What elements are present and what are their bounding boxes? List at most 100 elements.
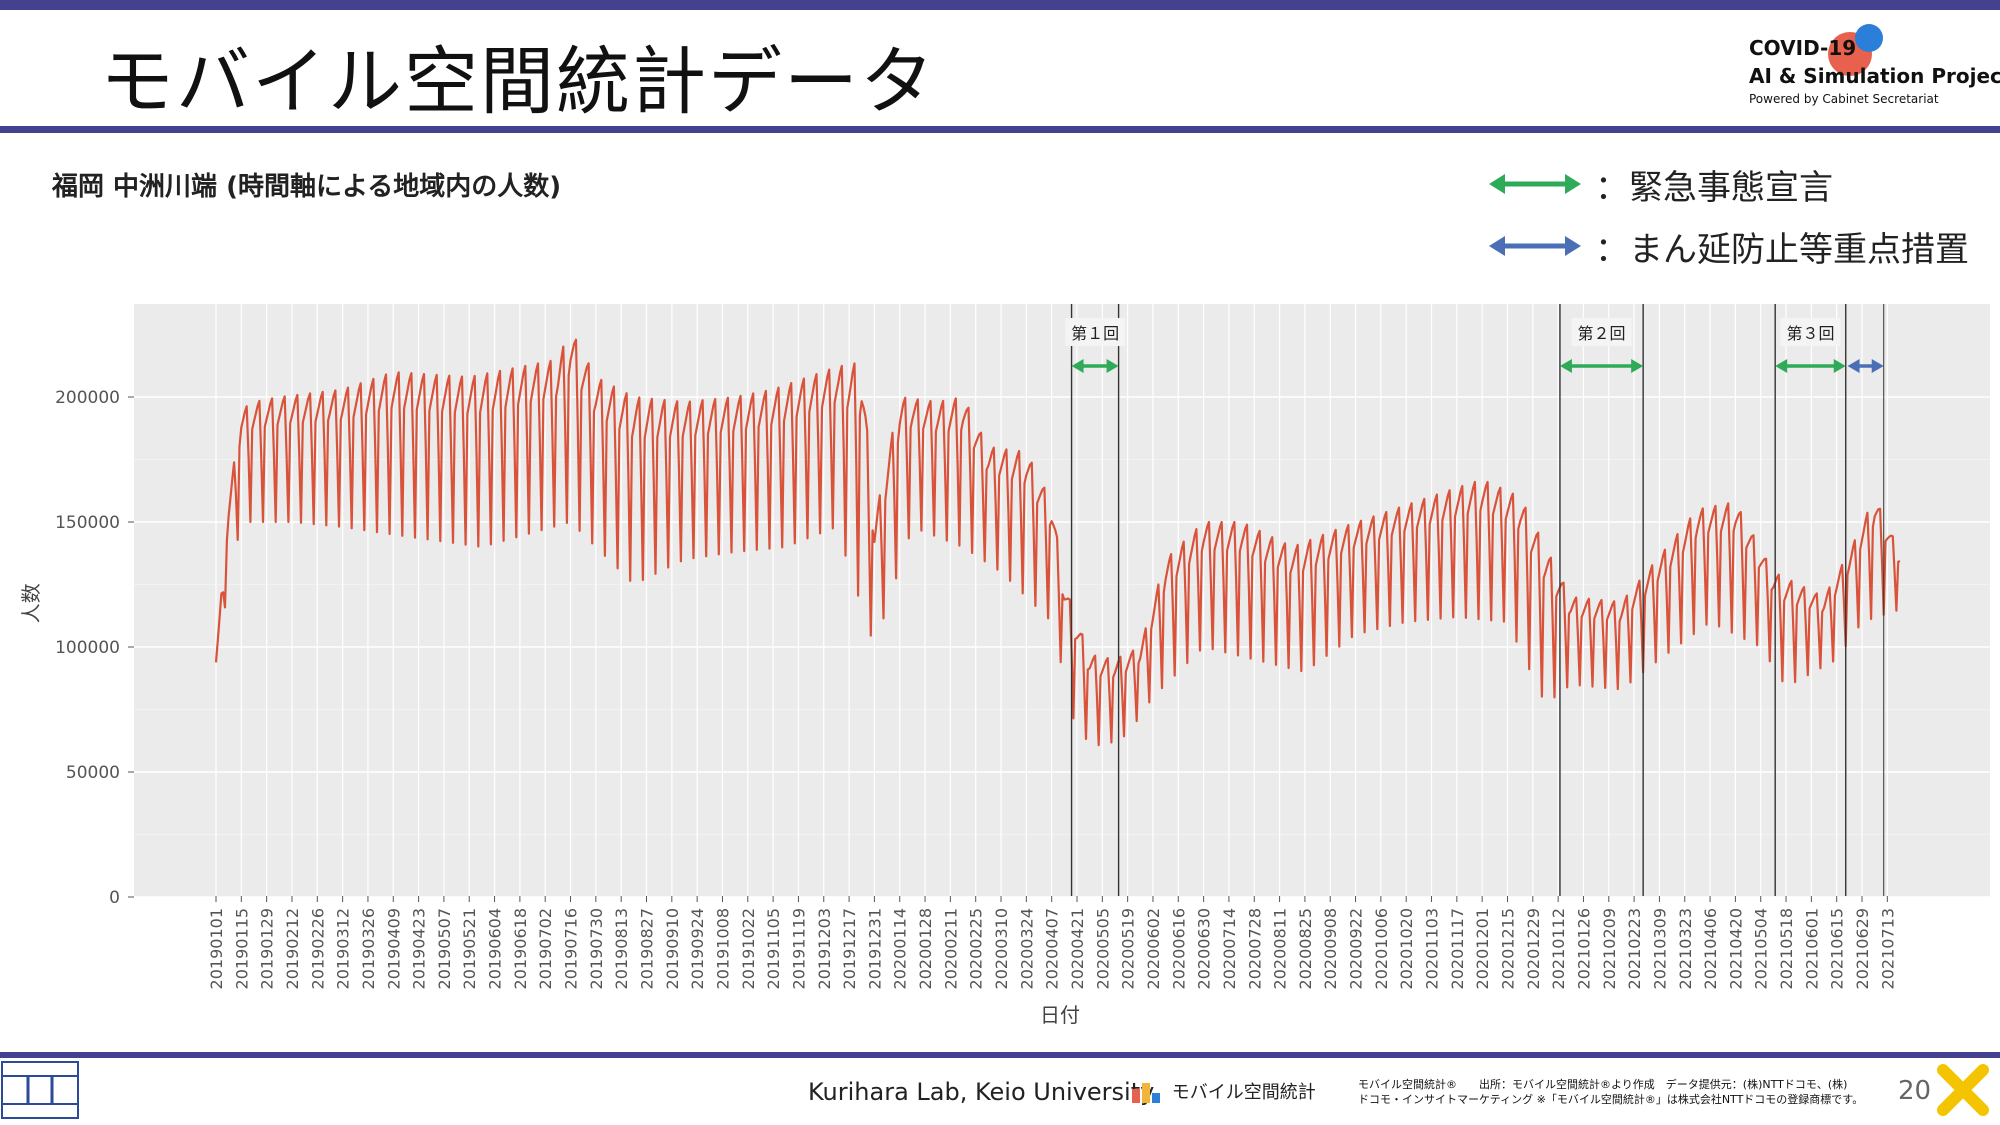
x-tick-label: 20200714 (1220, 908, 1239, 989)
x-tick-label: 20210112 (1549, 908, 1568, 989)
x-tick-label: 20191008 (713, 908, 732, 989)
x-tick-label: 20210406 (1701, 908, 1720, 989)
x-tick-label: 20190702 (536, 908, 555, 989)
mobile-spatial-stats-logo: モバイル空間統計 (1130, 1078, 1316, 1107)
x-tick-label: 20190212 (283, 908, 302, 989)
page-number: 20 (1898, 1076, 1932, 1106)
annotation-arrow-head-left (1559, 359, 1572, 373)
top-accent-bar (0, 0, 2000, 10)
x-tick-label: 20210615 (1828, 908, 1847, 989)
x-tick-label: 20200616 (1169, 908, 1188, 989)
x-tick-label: 20190827 (637, 908, 656, 989)
x-tick-label: 20210323 (1676, 908, 1695, 989)
x-tick-label: 20210504 (1752, 908, 1771, 989)
annotation-label-box (1065, 318, 1126, 346)
x-tick-label: 20210420 (1726, 908, 1745, 989)
page-title: モバイル空間統計データ (100, 39, 936, 125)
logo-line2: AI & Simulation Project (1749, 64, 2000, 88)
logo-line1: COVID-19 (1749, 36, 1857, 60)
title-divider (0, 126, 2000, 133)
annotation-label: 第３回 (1786, 324, 1834, 343)
x-tick-label: 20201229 (1524, 908, 1543, 989)
x-tick-label: 20190312 (334, 908, 353, 989)
x-tick-label: 20190423 (410, 908, 429, 989)
annotation-arrow-head-right (1833, 359, 1846, 373)
x-tick-label: 20200519 (1119, 908, 1138, 989)
x-tick-label: 20200128 (916, 908, 935, 989)
x-tick-label: 20200922 (1347, 908, 1366, 989)
x-tick-label: 20191231 (865, 908, 884, 989)
x-tick-label: 20190129 (258, 908, 277, 989)
annotation-arrow-head-right (1871, 359, 1884, 373)
annotation-arrow-head-right (1106, 359, 1119, 373)
x-tick-label: 20210629 (1853, 908, 1872, 989)
x-tick-label: 20190730 (587, 908, 606, 989)
x-logo-icon (1937, 1064, 1989, 1116)
x-tick-label: 20201103 (1423, 908, 1442, 989)
green-double-arrow-icon (1489, 174, 1581, 194)
footer-divider (0, 1052, 2000, 1058)
mobile-stats-icon (1132, 1083, 1160, 1103)
x-tick-label: 20190226 (308, 908, 327, 989)
footer-lab-name: Kurihara Lab, Keio University (808, 1078, 1155, 1106)
legend-priority-label: ：まん延防止等重点措置 (1595, 230, 1969, 270)
x-tick-label: 20201201 (1473, 908, 1492, 989)
x-tick-label: 20200324 (1017, 908, 1036, 989)
x-tick-label: 20190521 (460, 908, 479, 989)
annotation-label: 第１回 (1071, 324, 1119, 343)
logo-line3: Powered by Cabinet Secretariat (1749, 92, 1939, 106)
y-tick-label: 200000 (55, 388, 120, 408)
logo-blue-dot (1855, 24, 1883, 52)
x-tick-label: 20191105 (764, 908, 783, 989)
x-tick-label: 20191203 (815, 908, 834, 989)
x-tick-label: 20191022 (739, 908, 758, 989)
annotation-label-box (1571, 318, 1632, 346)
x-tick-label: 20201020 (1397, 908, 1416, 989)
x-tick-label: 20191119 (789, 908, 808, 989)
x-tick-label: 20210126 (1574, 908, 1593, 989)
annotation-arrow-head-right (1631, 359, 1644, 373)
population-line-chart: 0 50000 100000 150000 200000 20190101 20190115… (19, 304, 1990, 1027)
x-tick-label: 20210713 (1878, 908, 1897, 989)
x-tick-label: 20200505 (1093, 908, 1112, 989)
x-tick-label: 20190507 (435, 908, 454, 989)
x-tick-label: 20190924 (688, 908, 707, 989)
x-tick-label: 20200421 (1068, 908, 1087, 989)
x-tick-label: 20200908 (1321, 908, 1340, 989)
x-tick-label: 20190910 (663, 908, 682, 989)
x-tick-label: 20200407 (1043, 908, 1062, 989)
x-tick-label: 20190115 (232, 908, 251, 989)
x-tick-label: 20191217 (840, 908, 859, 989)
x-tick-label: 20200211 (941, 908, 960, 989)
x-axis-title: 日付 (1040, 1003, 1080, 1027)
legend-priority-measures: ：まん延防止等重点措置 (1485, 222, 1969, 270)
x-tick-label: 20201006 (1372, 908, 1391, 989)
covid-project-logo: COVID-19 AI & Simulation Project Powered… (1745, 24, 2000, 124)
x-tick-label: 20200728 (1245, 908, 1264, 989)
annotation-label: 第２回 (1578, 324, 1626, 343)
x-tick-label: 20200225 (967, 908, 986, 989)
x-tick-label: 20190813 (612, 908, 631, 989)
university-logo-icon (1, 1061, 79, 1119)
chart-subtitle: 福岡 中洲川端 (時間軸による地域内の人数) (52, 172, 562, 202)
legend-emergency: ：緊急事態宣言 (1485, 160, 1833, 208)
x-tick-label: 20210601 (1802, 908, 1821, 989)
legend-emergency-label: ：緊急事態宣言 (1595, 168, 1833, 208)
x-tick-label: 20210209 (1600, 908, 1619, 989)
annotation-arrow-head-left (1847, 359, 1860, 373)
blue-double-arrow-icon (1489, 236, 1581, 256)
x-tick-label: 20190716 (562, 908, 581, 989)
annotation-label-box (1780, 318, 1841, 346)
x-tick-label: 20210309 (1650, 908, 1669, 989)
footer-source-note: モバイル空間統計® 出所：モバイル空間統計®より作成 データ提供元：(株)NTT… (1358, 1077, 1863, 1107)
x-tick-label: 20200310 (992, 908, 1011, 989)
footer-note-line2: ドコモ・インサイトマーケティング ※「モバイル空間統計®」は株式会社NTTドコモ… (1358, 1093, 1864, 1106)
x-tick-label: 20210223 (1625, 908, 1644, 989)
x-tick-label: 20190618 (511, 908, 530, 989)
annotation-arrow-head-left (1775, 359, 1788, 373)
x-tick-label: 20190604 (486, 908, 505, 989)
population-series-line (214, 338, 1901, 747)
y-tick-label: 150000 (55, 513, 120, 533)
x-tick-label: 20200114 (891, 908, 910, 989)
x-tick-label: 20190326 (359, 908, 378, 989)
